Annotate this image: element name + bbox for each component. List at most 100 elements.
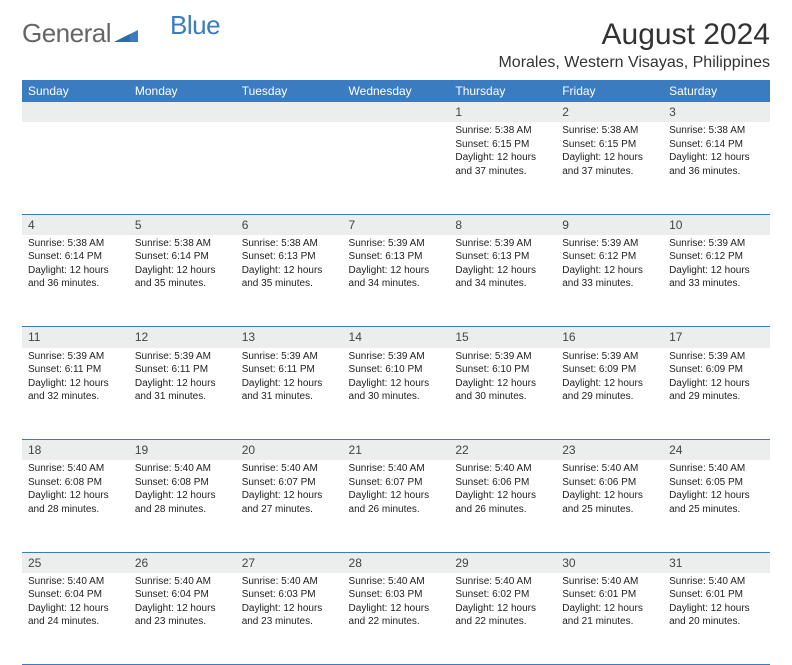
- weekday-header: Sunday: [22, 80, 129, 102]
- day-body: Sunrise: 5:40 AMSunset: 6:03 PMDaylight:…: [343, 573, 450, 633]
- sunrise-line: Sunrise: 5:39 AM: [349, 237, 444, 251]
- day-cell: [22, 122, 129, 214]
- sunset-line: Sunset: 6:10 PM: [455, 363, 550, 377]
- daynum-cell: 6: [236, 214, 343, 235]
- daynum-cell: 1: [449, 102, 556, 122]
- day-cell: Sunrise: 5:40 AMSunset: 6:06 PMDaylight:…: [449, 460, 556, 552]
- sunrise-line: Sunrise: 5:40 AM: [28, 462, 123, 476]
- day-body: Sunrise: 5:40 AMSunset: 6:07 PMDaylight:…: [343, 460, 450, 520]
- daynum-row: 25262728293031: [22, 552, 770, 573]
- day-body: Sunrise: 5:39 AMSunset: 6:12 PMDaylight:…: [663, 235, 770, 295]
- day-number: 13: [236, 327, 343, 347]
- sunrise-line: Sunrise: 5:40 AM: [242, 575, 337, 589]
- day-body: Sunrise: 5:39 AMSunset: 6:12 PMDaylight:…: [556, 235, 663, 295]
- sunset-line: Sunset: 6:03 PM: [242, 588, 337, 602]
- daylight-line: Daylight: 12 hours and 26 minutes.: [349, 489, 444, 516]
- daynum-cell: [22, 102, 129, 122]
- daynum-cell: 13: [236, 327, 343, 348]
- sunset-line: Sunset: 6:13 PM: [242, 250, 337, 264]
- daynum-cell: [236, 102, 343, 122]
- day-body: Sunrise: 5:39 AMSunset: 6:11 PMDaylight:…: [236, 348, 343, 408]
- day-body: Sunrise: 5:39 AMSunset: 6:10 PMDaylight:…: [449, 348, 556, 408]
- day-cell: Sunrise: 5:38 AMSunset: 6:14 PMDaylight:…: [663, 122, 770, 214]
- daylight-line: Daylight: 12 hours and 26 minutes.: [455, 489, 550, 516]
- sunset-line: Sunset: 6:11 PM: [135, 363, 230, 377]
- daylight-line: Daylight: 12 hours and 22 minutes.: [349, 602, 444, 629]
- day-body: Sunrise: 5:38 AMSunset: 6:15 PMDaylight:…: [556, 122, 663, 182]
- logo: General Blue: [22, 18, 220, 49]
- day-cell: Sunrise: 5:40 AMSunset: 6:07 PMDaylight:…: [343, 460, 450, 552]
- day-cell: Sunrise: 5:40 AMSunset: 6:02 PMDaylight:…: [449, 573, 556, 665]
- daylight-line: Daylight: 12 hours and 31 minutes.: [135, 377, 230, 404]
- sunset-line: Sunset: 6:13 PM: [349, 250, 444, 264]
- day-number: 5: [129, 215, 236, 235]
- sunrise-line: Sunrise: 5:38 AM: [562, 124, 657, 138]
- day-body: Sunrise: 5:39 AMSunset: 6:13 PMDaylight:…: [343, 235, 450, 295]
- sunrise-line: Sunrise: 5:40 AM: [135, 575, 230, 589]
- sunset-line: Sunset: 6:10 PM: [349, 363, 444, 377]
- daynum-cell: 4: [22, 214, 129, 235]
- day-cell: Sunrise: 5:40 AMSunset: 6:08 PMDaylight:…: [22, 460, 129, 552]
- sunrise-line: Sunrise: 5:38 AM: [28, 237, 123, 251]
- daynum-cell: 31: [663, 552, 770, 573]
- location: Morales, Western Visayas, Philippines: [498, 54, 770, 72]
- weekday-header-row: SundayMondayTuesdayWednesdayThursdayFrid…: [22, 80, 770, 102]
- day-cell: Sunrise: 5:40 AMSunset: 6:03 PMDaylight:…: [343, 573, 450, 665]
- weekday-header: Thursday: [449, 80, 556, 102]
- day-number: 24: [663, 440, 770, 460]
- day-cell: Sunrise: 5:40 AMSunset: 6:06 PMDaylight:…: [556, 460, 663, 552]
- sunset-line: Sunset: 6:04 PM: [28, 588, 123, 602]
- daynum-cell: 5: [129, 214, 236, 235]
- day-cell: Sunrise: 5:39 AMSunset: 6:11 PMDaylight:…: [236, 348, 343, 440]
- daynum-cell: 22: [449, 440, 556, 461]
- day-cell: Sunrise: 5:40 AMSunset: 6:03 PMDaylight:…: [236, 573, 343, 665]
- day-number: 31: [663, 553, 770, 573]
- daynum-cell: 14: [343, 327, 450, 348]
- sunset-line: Sunset: 6:01 PM: [669, 588, 764, 602]
- day-number: 15: [449, 327, 556, 347]
- sunrise-line: Sunrise: 5:40 AM: [455, 575, 550, 589]
- daylight-line: Daylight: 12 hours and 33 minutes.: [562, 264, 657, 291]
- day-number: 10: [663, 215, 770, 235]
- day-cell: Sunrise: 5:39 AMSunset: 6:13 PMDaylight:…: [449, 235, 556, 327]
- daynum-cell: 21: [343, 440, 450, 461]
- sunrise-line: Sunrise: 5:40 AM: [455, 462, 550, 476]
- week-row: Sunrise: 5:38 AMSunset: 6:14 PMDaylight:…: [22, 235, 770, 327]
- daylight-line: Daylight: 12 hours and 30 minutes.: [349, 377, 444, 404]
- day-cell: [129, 122, 236, 214]
- sunset-line: Sunset: 6:11 PM: [28, 363, 123, 377]
- day-number: 7: [343, 215, 450, 235]
- sunrise-line: Sunrise: 5:40 AM: [135, 462, 230, 476]
- sunset-line: Sunset: 6:02 PM: [455, 588, 550, 602]
- daylight-line: Daylight: 12 hours and 36 minutes.: [28, 264, 123, 291]
- logo-text-1: General: [22, 18, 111, 49]
- sunrise-line: Sunrise: 5:38 AM: [669, 124, 764, 138]
- day-number: 17: [663, 327, 770, 347]
- day-body: Sunrise: 5:40 AMSunset: 6:02 PMDaylight:…: [449, 573, 556, 633]
- daynum-cell: 8: [449, 214, 556, 235]
- day-number: 23: [556, 440, 663, 460]
- day-cell: Sunrise: 5:38 AMSunset: 6:15 PMDaylight:…: [449, 122, 556, 214]
- day-number: 3: [663, 102, 770, 122]
- day-number: 26: [129, 553, 236, 573]
- sunset-line: Sunset: 6:06 PM: [455, 476, 550, 490]
- sunrise-line: Sunrise: 5:39 AM: [562, 350, 657, 364]
- day-number: 11: [22, 327, 129, 347]
- daynum-cell: 11: [22, 327, 129, 348]
- day-number: 20: [236, 440, 343, 460]
- daylight-line: Daylight: 12 hours and 25 minutes.: [669, 489, 764, 516]
- day-cell: Sunrise: 5:40 AMSunset: 6:08 PMDaylight:…: [129, 460, 236, 552]
- daynum-cell: 9: [556, 214, 663, 235]
- week-row: Sunrise: 5:39 AMSunset: 6:11 PMDaylight:…: [22, 348, 770, 440]
- day-number: [22, 102, 129, 122]
- daylight-line: Daylight: 12 hours and 37 minutes.: [455, 151, 550, 178]
- daylight-line: Daylight: 12 hours and 35 minutes.: [135, 264, 230, 291]
- day-cell: Sunrise: 5:40 AMSunset: 6:05 PMDaylight:…: [663, 460, 770, 552]
- daynum-cell: 24: [663, 440, 770, 461]
- daylight-line: Daylight: 12 hours and 25 minutes.: [562, 489, 657, 516]
- daynum-cell: 17: [663, 327, 770, 348]
- weekday-header: Monday: [129, 80, 236, 102]
- day-body: Sunrise: 5:39 AMSunset: 6:11 PMDaylight:…: [129, 348, 236, 408]
- sunrise-line: Sunrise: 5:39 AM: [242, 350, 337, 364]
- day-cell: Sunrise: 5:39 AMSunset: 6:12 PMDaylight:…: [663, 235, 770, 327]
